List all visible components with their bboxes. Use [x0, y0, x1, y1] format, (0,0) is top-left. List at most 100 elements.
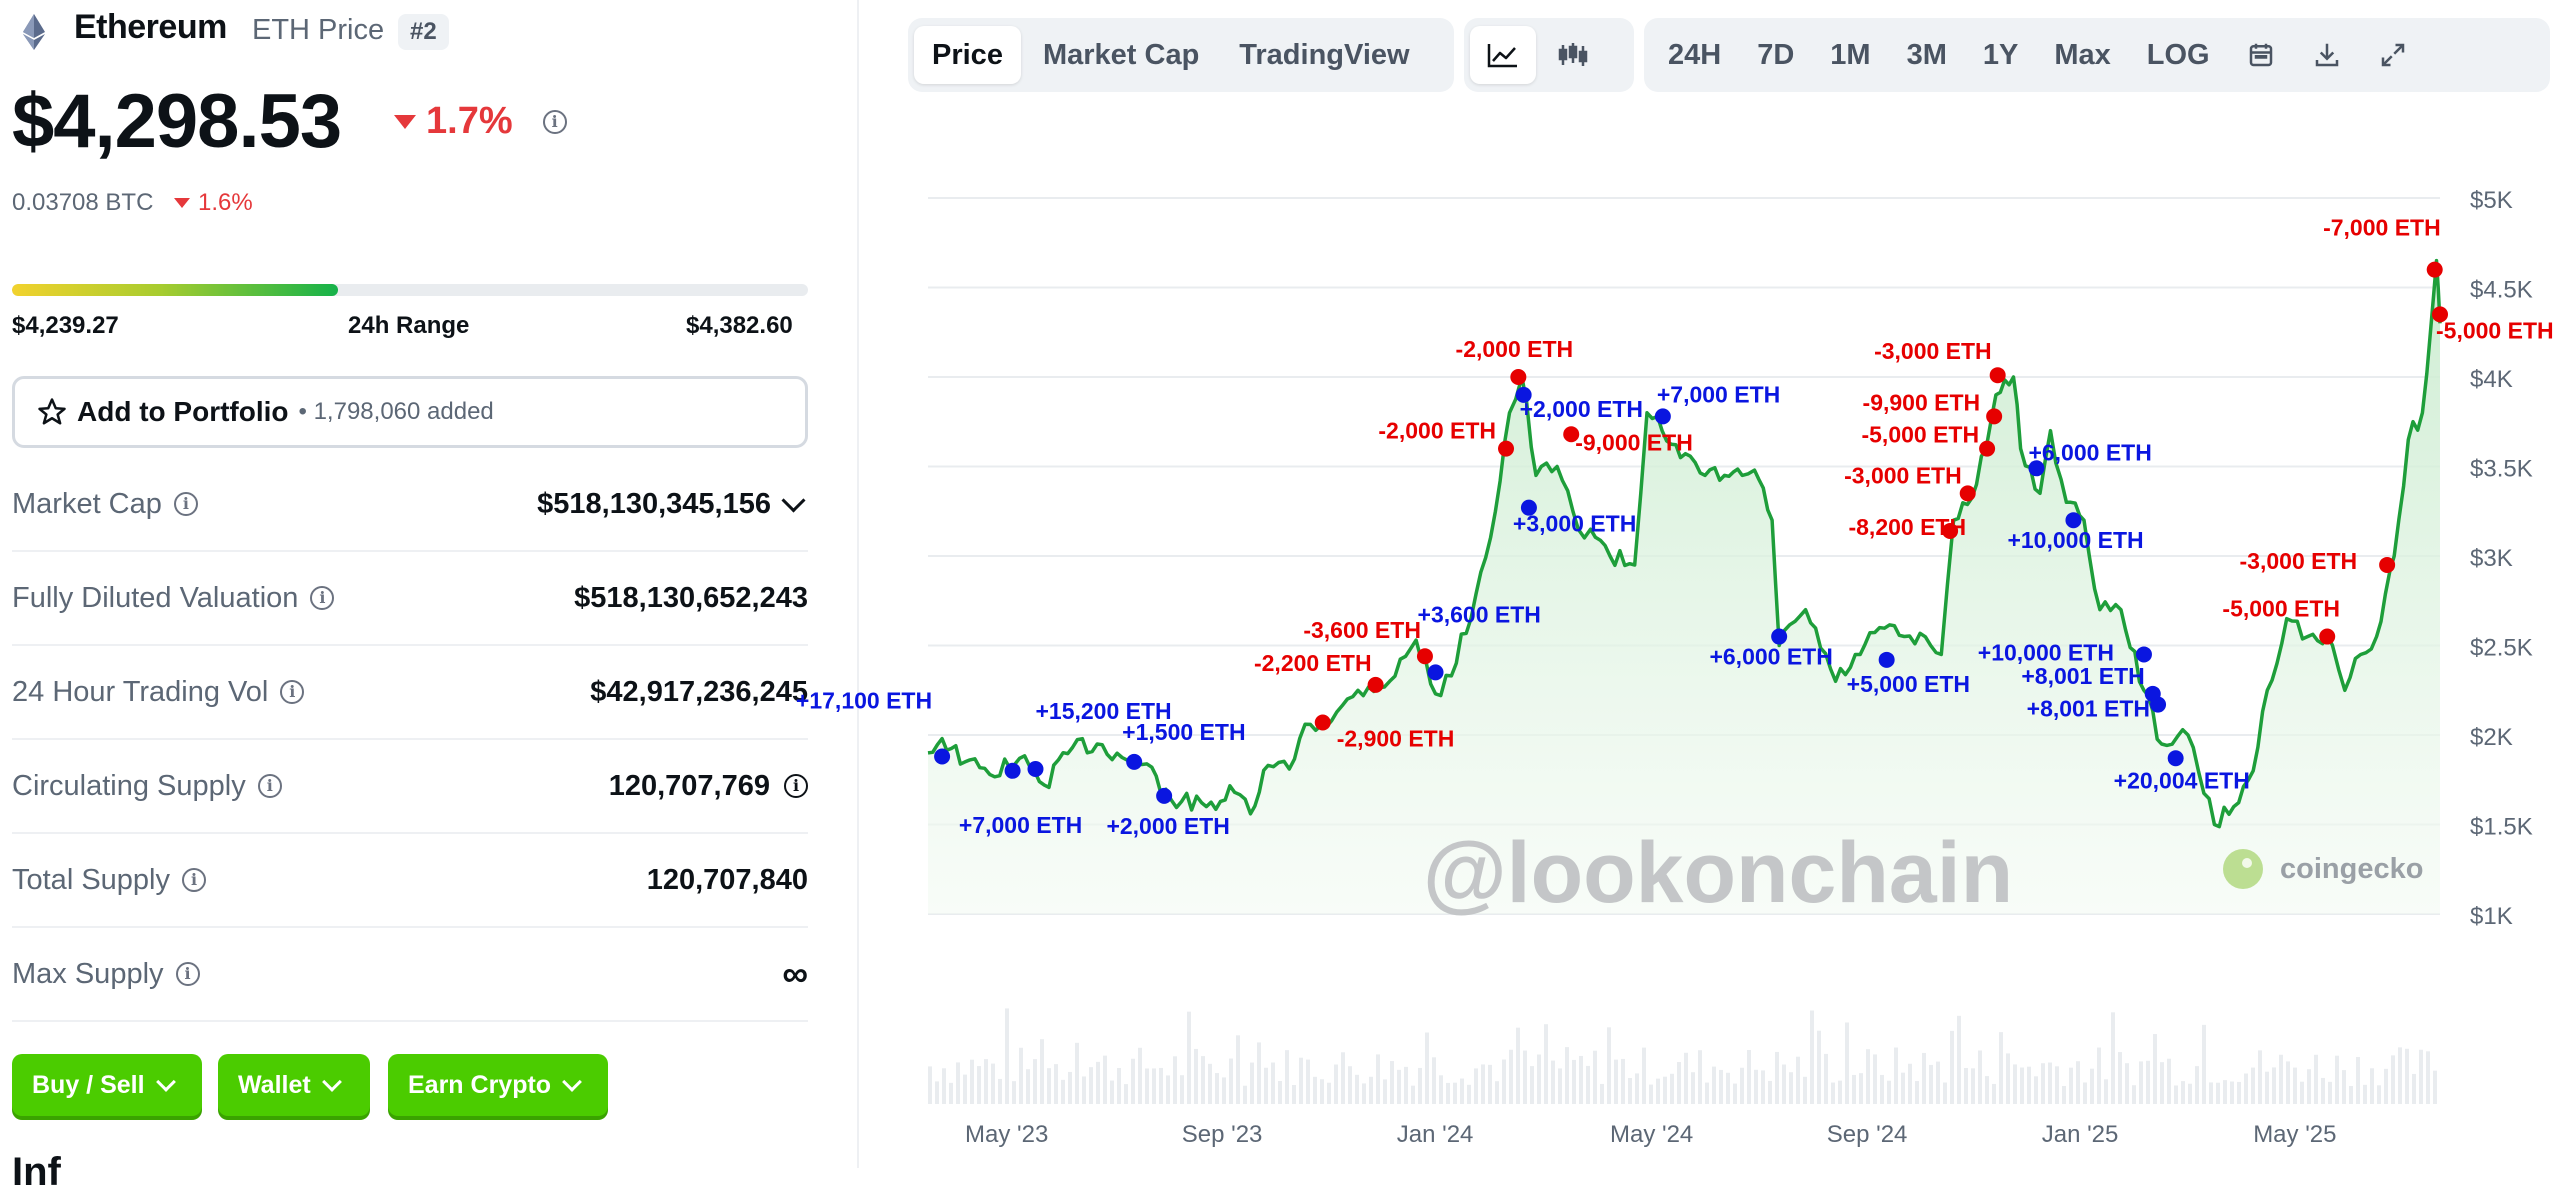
x-tick-label: Sep '23 — [1182, 1121, 1263, 1148]
annotation-marker[interactable] — [1126, 753, 1143, 770]
volume-bar — [1089, 1067, 1093, 1104]
volume-bar — [1026, 1069, 1030, 1104]
info-icon[interactable]: i — [173, 492, 198, 516]
info-icon[interactable]: i — [784, 774, 808, 798]
sell-annotation[interactable]: -3,000 ETH — [1844, 462, 1976, 502]
annotation-marker[interactable] — [1416, 648, 1433, 665]
range-3m[interactable]: 3M — [1906, 38, 1947, 71]
volume-bar — [2237, 1081, 2241, 1104]
buy-sell-button[interactable]: Buy / Sell — [12, 1054, 202, 1116]
buy-annotation[interactable]: +2,000 ETH — [1515, 386, 1643, 422]
annotation-marker[interactable] — [2432, 306, 2448, 323]
sell-annotation[interactable]: -3,000 ETH — [1874, 338, 2006, 384]
sell-annotation[interactable]: -2,000 ETH — [1378, 418, 1515, 457]
add-to-portfolio-button[interactable]: Add to Portfolio • 1,798,060 added — [12, 376, 808, 448]
volume-bar — [1572, 1059, 1576, 1104]
sell-annotation[interactable]: -3,600 ETH — [1303, 617, 1433, 665]
buy-annotation[interactable]: +3,000 ETH — [1513, 499, 1636, 537]
buy-annotation[interactable]: +2,000 ETH — [1106, 787, 1230, 839]
range-7d[interactable]: 7D — [1757, 38, 1795, 71]
annotation-marker[interactable] — [1771, 628, 1788, 645]
annotation-marker[interactable] — [1654, 408, 1671, 425]
annotation-marker[interactable] — [2028, 460, 2045, 477]
annotation-marker[interactable] — [2150, 696, 2167, 713]
annotation-marker[interactable] — [1027, 761, 1044, 778]
annotation-marker[interactable] — [2379, 556, 2396, 573]
annotation-marker[interactable] — [2065, 512, 2082, 529]
buy-annotation[interactable]: +6,000 ETH — [1709, 628, 1833, 670]
sell-annotation[interactable]: -2,900 ETH — [1314, 714, 1455, 751]
calendar-icon[interactable] — [2228, 26, 2294, 84]
annotation-marker[interactable] — [2319, 628, 2336, 645]
sell-annotation[interactable]: -7,000 ETH — [2323, 215, 2443, 278]
annotation-marker[interactable] — [1989, 367, 2006, 384]
sell-annotation[interactable]: -9,000 ETH — [1563, 426, 1693, 455]
buy-annotation[interactable]: +3,600 ETH — [1418, 601, 1541, 681]
buy-annotation[interactable]: +17,100 ETH — [796, 687, 951, 765]
buy-annotation[interactable]: +8,001 ETH — [2021, 663, 2161, 702]
annotation-marker[interactable] — [1004, 762, 1021, 779]
expand-icon[interactable] — [2360, 26, 2426, 84]
price-chart[interactable]: @lookonchain coingecko +17,100 ETH +7,000… — [0, 0, 2560, 1168]
buy-annotation[interactable]: +7,000 ETH — [959, 762, 1082, 838]
annotation-marker[interactable] — [1563, 426, 1580, 443]
annotation-marker[interactable] — [2167, 750, 2184, 767]
earn-crypto-button[interactable]: Earn Crypto — [388, 1054, 608, 1116]
annotation-marker[interactable] — [1520, 499, 1537, 516]
buy-annotation[interactable]: +10,000 ETH — [1978, 639, 2152, 665]
wallet-button[interactable]: Wallet — [218, 1054, 370, 1116]
annotation-marker[interactable] — [2135, 646, 2152, 663]
annotation-marker[interactable] — [1979, 440, 1996, 457]
log-scale-toggle[interactable]: LOG — [2146, 38, 2210, 71]
info-icon[interactable]: i — [542, 109, 567, 134]
buy-annotation[interactable]: +7,000 ETH — [1654, 381, 1780, 425]
sell-annotation[interactable]: -2,000 ETH — [1456, 336, 1574, 385]
annotation-marker[interactable] — [1986, 408, 2003, 425]
annotation-marker[interactable] — [1156, 787, 1173, 804]
sell-annotation[interactable]: -5,000 ETH — [2222, 596, 2340, 645]
annotation-marker[interactable] — [1510, 369, 1527, 385]
info-icon[interactable]: i — [310, 586, 335, 610]
sell-annotation[interactable]: -9,900 ETH — [1863, 389, 2003, 425]
info-icon[interactable]: i — [175, 962, 200, 986]
tab-market-cap[interactable]: Market Cap — [1042, 38, 1200, 71]
info-icon[interactable]: i — [182, 868, 206, 892]
buy-annotation[interactable]: +6,000 ETH — [2028, 439, 2152, 477]
annotation-marker[interactable] — [1314, 714, 1331, 731]
range-max[interactable]: Max — [2054, 38, 2111, 71]
download-icon[interactable] — [2294, 26, 2360, 84]
buy-annotation[interactable]: +5,000 ETH — [1847, 651, 1970, 697]
stat-label: Market Cap — [12, 487, 162, 520]
brand-name: coingecko — [2280, 853, 2423, 885]
annotation-marker[interactable] — [1878, 651, 1895, 668]
annotation-marker[interactable] — [1367, 676, 1384, 693]
buy-annotation[interactable]: +1,500 ETH — [1122, 719, 1246, 770]
annotation-marker[interactable] — [2426, 261, 2443, 278]
buy-annotation[interactable]: +8,001 ETH — [2027, 696, 2167, 722]
sell-annotation[interactable]: -5,000 ETH — [1861, 422, 1996, 457]
annotation-marker[interactable] — [1959, 485, 1976, 502]
tab-price[interactable]: Price — [914, 26, 1021, 84]
line-chart-icon[interactable] — [1470, 26, 1536, 84]
sell-annotation[interactable]: -8,200 ETH — [1848, 514, 1966, 540]
buy-annotation[interactable]: +15,200 ETH — [1027, 698, 1172, 778]
range-1y[interactable]: 1Y — [1982, 38, 2019, 71]
range-1m[interactable]: 1M — [1830, 38, 1871, 71]
info-icon[interactable]: i — [257, 774, 282, 798]
info-icon[interactable]: i — [280, 680, 305, 704]
annotation-marker[interactable] — [1515, 386, 1532, 403]
candlestick-icon[interactable] — [1540, 26, 1606, 84]
range-24h[interactable]: 24H — [1668, 38, 1722, 71]
annotation-marker[interactable] — [1498, 440, 1515, 457]
range-low: $4,239.27 — [12, 312, 119, 339]
sell-annotation[interactable]: -3,000 ETH — [2240, 548, 2396, 574]
sell-annotation[interactable]: -5,000 ETH — [2432, 306, 2554, 343]
buy-annotation[interactable]: +20,004 ETH — [2114, 750, 2250, 793]
buy-annotation[interactable]: +10,000 ETH — [2007, 512, 2144, 553]
sell-annotation[interactable]: -2,200 ETH — [1254, 650, 1384, 693]
volume-bar — [1159, 1067, 1163, 1104]
tab-tradingview[interactable]: TradingView — [1239, 38, 1410, 71]
annotation-marker[interactable] — [1942, 522, 1959, 539]
annotation-marker[interactable] — [934, 748, 951, 765]
annotation-marker[interactable] — [1427, 664, 1444, 681]
